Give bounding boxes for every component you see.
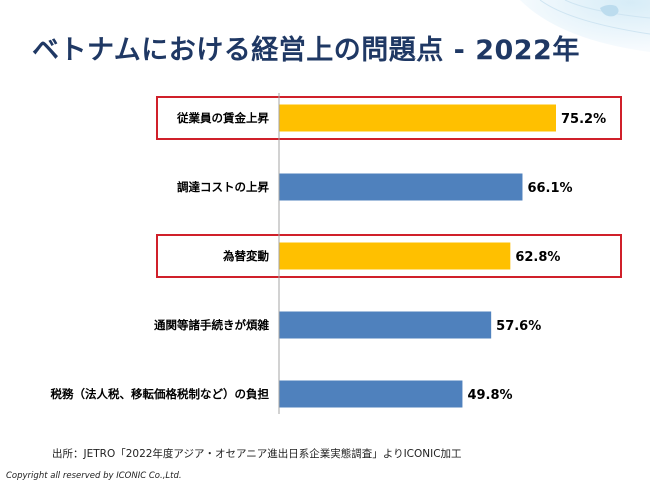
category-label: 通関等諸手続きが煩雑 bbox=[154, 318, 269, 332]
page-title: ベトナムにおける経営上の問題点 - 2022年 bbox=[32, 35, 580, 66]
highlight-box bbox=[156, 96, 622, 140]
bar bbox=[279, 104, 556, 132]
data-label: 49.8% bbox=[467, 388, 512, 403]
category-label: 為替変動 bbox=[223, 249, 269, 263]
data-label: 57.6% bbox=[496, 319, 541, 334]
highlight-box bbox=[156, 234, 622, 278]
data-label: 62.8% bbox=[515, 250, 560, 265]
copyright-text: Copyright all reserved by ICONIC Co.,Ltd… bbox=[6, 471, 182, 481]
bar bbox=[279, 380, 463, 408]
category-label: 調達コストの上昇 bbox=[177, 180, 269, 194]
category-label: 従業員の賃金上昇 bbox=[176, 111, 269, 125]
bar bbox=[279, 311, 492, 339]
bar bbox=[279, 173, 523, 201]
source-note: 出所：JETRO「2022年度アジア・オセアニア進出日系企業実態調査」よりICO… bbox=[52, 448, 462, 460]
bar bbox=[279, 242, 511, 270]
category-label: 税務（法人税、移転価格税制など）の負担 bbox=[51, 387, 270, 401]
data-label: 75.2% bbox=[561, 112, 606, 127]
data-label: 66.1% bbox=[527, 181, 572, 196]
